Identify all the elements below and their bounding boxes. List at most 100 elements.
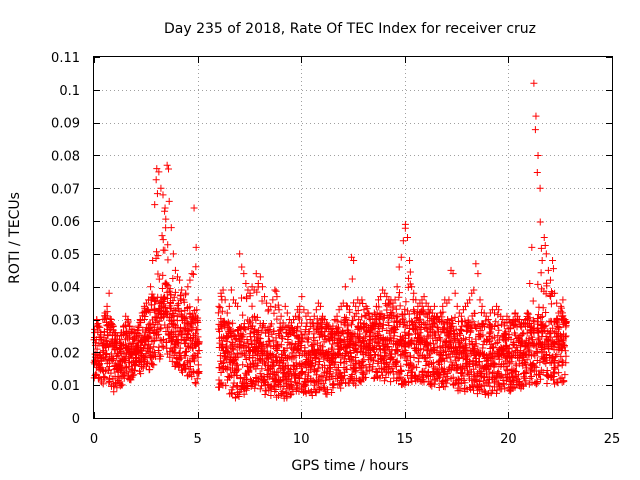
data-point xyxy=(344,322,352,330)
data-point xyxy=(399,315,407,323)
data-point xyxy=(186,309,194,317)
data-point xyxy=(273,342,281,350)
data-point xyxy=(218,307,226,315)
data-point xyxy=(234,302,242,310)
data-point xyxy=(298,331,306,339)
data-point xyxy=(166,285,174,293)
data-point xyxy=(314,345,322,353)
data-point xyxy=(150,349,158,357)
data-point xyxy=(130,366,138,374)
data-point xyxy=(554,362,562,370)
data-point xyxy=(547,333,555,341)
data-point xyxy=(479,331,487,339)
data-point xyxy=(352,381,360,389)
data-point xyxy=(538,256,546,264)
data-point xyxy=(543,282,551,290)
data-point xyxy=(540,322,548,330)
data-point xyxy=(256,273,264,281)
data-point xyxy=(343,302,351,310)
data-point xyxy=(362,302,370,310)
data-point xyxy=(561,316,569,324)
data-point xyxy=(177,323,185,331)
data-point xyxy=(279,319,287,327)
data-point xyxy=(547,372,555,380)
data-point xyxy=(316,385,324,393)
data-point xyxy=(143,333,151,341)
data-point xyxy=(477,382,485,390)
data-point xyxy=(246,289,254,297)
data-point xyxy=(178,286,186,294)
data-point xyxy=(445,331,453,339)
data-point xyxy=(164,330,172,338)
data-point xyxy=(323,390,331,398)
data-point xyxy=(534,325,542,333)
data-point xyxy=(191,378,199,386)
data-point xyxy=(399,237,407,245)
data-point xyxy=(155,330,163,338)
data-point xyxy=(153,297,161,305)
data-point xyxy=(509,374,517,382)
data-point xyxy=(305,335,313,343)
data-point xyxy=(119,371,127,379)
data-point xyxy=(334,323,342,331)
data-point xyxy=(484,356,492,364)
data-point xyxy=(523,356,531,364)
x-tick-label: 0 xyxy=(90,432,98,447)
data-point xyxy=(135,323,143,331)
data-point xyxy=(562,332,570,340)
data-point xyxy=(182,364,190,372)
data-point xyxy=(369,356,377,364)
data-point xyxy=(161,204,169,212)
data-point xyxy=(500,380,508,388)
data-point xyxy=(336,369,344,377)
data-point xyxy=(493,389,501,397)
data-point xyxy=(384,318,392,326)
data-point xyxy=(461,342,469,350)
data-point xyxy=(194,353,202,361)
plot-frame xyxy=(93,56,613,419)
data-point xyxy=(322,374,330,382)
data-point xyxy=(523,342,531,350)
data-point xyxy=(537,244,545,252)
data-point xyxy=(188,270,196,278)
data-point xyxy=(96,323,104,331)
data-point xyxy=(358,362,366,370)
data-point xyxy=(194,339,202,347)
data-point xyxy=(254,377,262,385)
data-point xyxy=(266,322,274,330)
data-point xyxy=(333,350,341,358)
data-point xyxy=(474,270,482,278)
data-point xyxy=(449,319,457,327)
data-point xyxy=(248,379,256,387)
data-point xyxy=(270,309,278,317)
data-point xyxy=(239,361,247,369)
data-point xyxy=(343,347,351,355)
data-point xyxy=(394,312,402,320)
data-point xyxy=(239,311,247,319)
y-tick-label: 0.1 xyxy=(59,84,80,99)
data-point xyxy=(223,337,231,345)
data-point xyxy=(288,339,296,347)
data-point xyxy=(552,317,560,325)
data-point xyxy=(491,309,499,317)
data-point xyxy=(556,331,564,339)
data-point xyxy=(358,296,366,304)
data-point xyxy=(397,253,405,261)
data-point xyxy=(145,344,153,352)
data-point xyxy=(241,351,249,359)
data-point xyxy=(540,234,548,241)
data-point xyxy=(118,364,126,372)
data-point xyxy=(333,312,341,320)
data-point xyxy=(309,334,317,342)
data-point xyxy=(447,323,455,331)
data-point xyxy=(553,351,561,359)
data-point xyxy=(439,378,447,386)
data-point xyxy=(495,306,503,314)
data-point xyxy=(442,373,450,381)
data-point xyxy=(169,274,177,282)
data-point xyxy=(341,283,349,291)
data-point xyxy=(426,353,434,361)
data-point xyxy=(542,290,550,298)
data-point xyxy=(558,378,566,386)
data-point xyxy=(115,335,123,343)
